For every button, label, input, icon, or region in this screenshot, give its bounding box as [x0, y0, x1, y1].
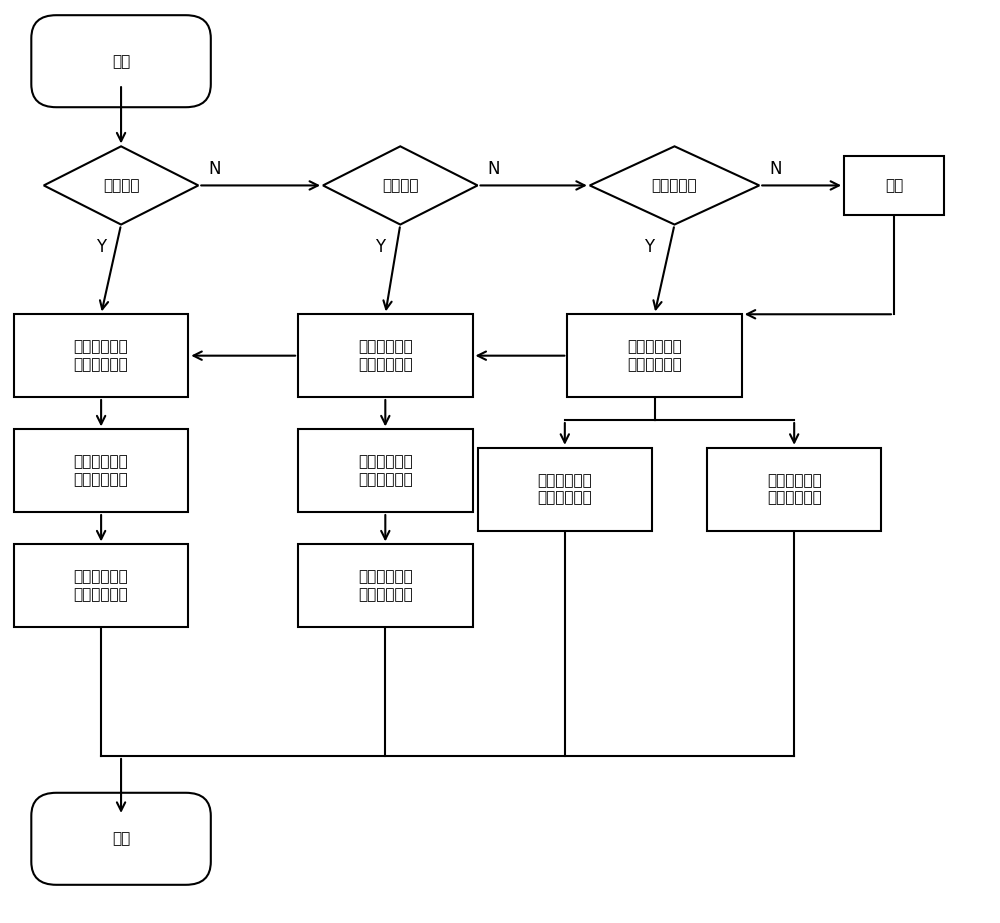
FancyBboxPatch shape — [31, 15, 211, 107]
Text: 第一烘箱出口
的水分控制器: 第一烘箱出口 的水分控制器 — [537, 473, 592, 505]
Text: Y: Y — [375, 238, 385, 257]
Bar — [298, 545, 473, 627]
Text: 第二烘箱出口
的水分控制器: 第二烘箱出口 的水分控制器 — [358, 454, 413, 487]
Text: 第二烘箱出口
的水分控制器: 第二烘箱出口 的水分控制器 — [74, 454, 128, 487]
Text: 第一烘箱出口
的水分控制器: 第一烘箱出口 的水分控制器 — [358, 569, 413, 602]
Text: Y: Y — [96, 238, 106, 257]
Bar — [567, 314, 742, 397]
Bar — [707, 448, 881, 531]
Text: 递增模式: 递增模式 — [382, 178, 419, 193]
Text: 第三烘箱出口
的水分控制器: 第三烘箱出口 的水分控制器 — [767, 473, 822, 505]
Bar — [14, 314, 188, 397]
Bar — [14, 545, 188, 627]
Polygon shape — [323, 147, 478, 224]
Bar — [14, 429, 188, 512]
Text: 延时: 延时 — [885, 178, 903, 193]
Polygon shape — [44, 147, 198, 224]
Text: N: N — [769, 160, 782, 178]
Bar — [298, 429, 473, 512]
Text: N: N — [488, 160, 500, 178]
Polygon shape — [590, 147, 759, 224]
Text: 递减模式: 递减模式 — [103, 178, 139, 193]
Bar — [844, 156, 944, 215]
Text: Y: Y — [645, 238, 655, 257]
Text: 低高低模式: 低高低模式 — [652, 178, 697, 193]
FancyBboxPatch shape — [31, 793, 211, 885]
Text: 开始: 开始 — [112, 54, 130, 68]
Text: 第三烘箱出口
的水分控制器: 第三烘箱出口 的水分控制器 — [358, 340, 413, 372]
Text: N: N — [208, 160, 221, 178]
Bar — [478, 448, 652, 531]
Text: 第一烘箱出口
的水分控制器: 第一烘箱出口 的水分控制器 — [74, 340, 128, 372]
Text: 第三烘箱出口
的水分控制器: 第三烘箱出口 的水分控制器 — [74, 569, 128, 602]
Text: 第二烘箱出口
的水分控制器: 第二烘箱出口 的水分控制器 — [627, 340, 682, 372]
Text: 结束: 结束 — [112, 832, 130, 846]
Bar — [298, 314, 473, 397]
